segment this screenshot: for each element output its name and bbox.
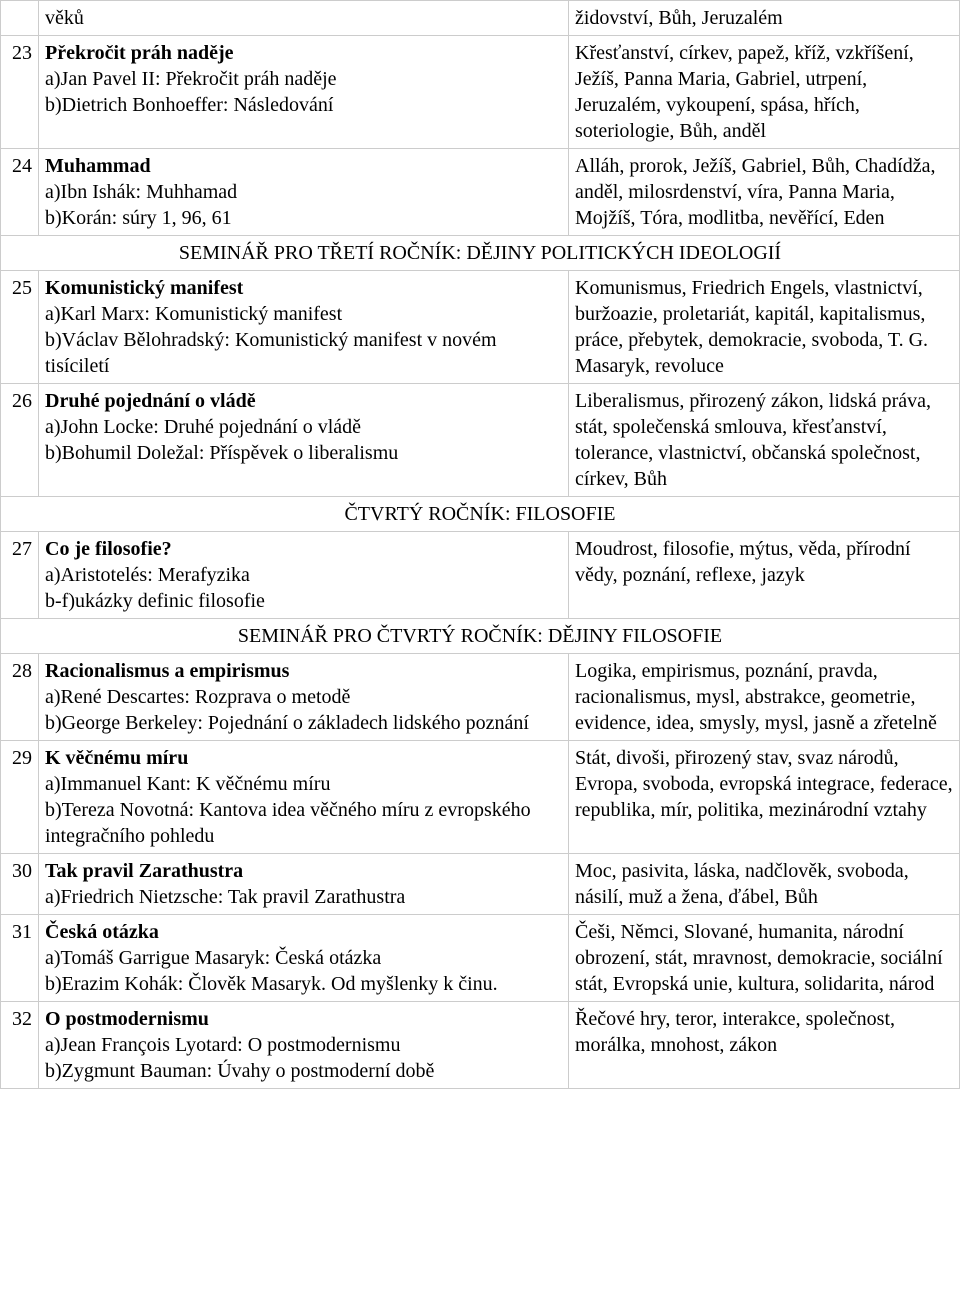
topic-subitem: a)Karl Marx: Komunistický manifest xyxy=(45,301,562,327)
topic-title: Racionalismus a empirismus xyxy=(45,658,562,684)
topic-subitem: b)Erazim Kohák: Člověk Masaryk. Od myšle… xyxy=(45,971,562,997)
topic-title: Tak pravil Zarathustra xyxy=(45,858,562,884)
row-number: 28 xyxy=(1,654,39,741)
topic-title: Česká otázka xyxy=(45,919,562,945)
row-topic: Muhammada)Ibn Ishák: Muhhamadb)Korán: sú… xyxy=(39,149,569,236)
topic-title: Muhammad xyxy=(45,153,562,179)
row-keywords: Komunismus, Friedrich Engels, vlastnictv… xyxy=(569,271,960,384)
topic-title: Co je filosofie? xyxy=(45,536,562,562)
topic-title: O postmodernismu xyxy=(45,1006,562,1032)
row-number: 26 xyxy=(1,384,39,497)
topic-subitem: a)Jan Pavel II: Překročit práh naděje xyxy=(45,66,562,92)
topic-title: Překročit práh naděje xyxy=(45,40,562,66)
row-number xyxy=(1,1,39,36)
table-row: 29K věčnému mírua)Immanuel Kant: K věčné… xyxy=(1,741,960,854)
topic-subitem: a)Jean François Lyotard: O postmodernism… xyxy=(45,1032,562,1058)
row-topic: Česká otázkaa)Tomáš Garrigue Masaryk: Če… xyxy=(39,915,569,1002)
row-topic: Překročit práh nadějea)Jan Pavel II: Pře… xyxy=(39,36,569,149)
row-keywords: židovství, Bůh, Jeruzalém xyxy=(569,1,960,36)
topic-subitem: b)Korán: súry 1, 96, 61 xyxy=(45,205,562,231)
row-topic: O postmodernismua)Jean François Lyotard:… xyxy=(39,1002,569,1089)
row-topic: Tak pravil Zarathustraa)Friedrich Nietzs… xyxy=(39,854,569,915)
row-number: 29 xyxy=(1,741,39,854)
section-header-cell: ČTVRTÝ ROČNÍK: FILOSOFIE xyxy=(1,497,960,532)
topic-subitem: a)René Descartes: Rozprava o metodě xyxy=(45,684,562,710)
table-row: 23Překročit práh nadějea)Jan Pavel II: P… xyxy=(1,36,960,149)
row-number: 24 xyxy=(1,149,39,236)
section-header-cell: SEMINÁŘ PRO TŘETÍ ROČNÍK: DĚJINY POLITIC… xyxy=(1,236,960,271)
table-row: 25Komunistický manifesta)Karl Marx: Komu… xyxy=(1,271,960,384)
row-topic: Komunistický manifesta)Karl Marx: Komuni… xyxy=(39,271,569,384)
row-keywords: Křesťanství, církev, papež, kříž, vzkříš… xyxy=(569,36,960,149)
section-header-cell: SEMINÁŘ PRO ČTVRTÝ ROČNÍK: DĚJINY FILOSO… xyxy=(1,619,960,654)
table-row: 31Česká otázkaa)Tomáš Garrigue Masaryk: … xyxy=(1,915,960,1002)
row-topic: věků xyxy=(39,1,569,36)
table-row: 30Tak pravil Zarathustraa)Friedrich Niet… xyxy=(1,854,960,915)
topic-subitem: a)Aristotelés: Merafyzika xyxy=(45,562,562,588)
table-row: 24Muhammada)Ibn Ishák: Muhhamadb)Korán: … xyxy=(1,149,960,236)
topic-subitem: b-f)ukázky definic filosofie xyxy=(45,588,562,614)
row-keywords: Moc, pasivita, láska, nadčlověk, svoboda… xyxy=(569,854,960,915)
table-row: 32O postmodernismua)Jean François Lyotar… xyxy=(1,1002,960,1089)
curriculum-table: věkůžidovství, Bůh, Jeruzalém23Překročit… xyxy=(0,0,960,1089)
topic-subitem: věků xyxy=(45,5,562,31)
topic-title: K věčnému míru xyxy=(45,745,562,771)
table-row: 28Racionalismus a empirismusa)René Desca… xyxy=(1,654,960,741)
row-keywords: Stát, divoši, přirozený stav, svaz národ… xyxy=(569,741,960,854)
topic-subitem: a)John Locke: Druhé pojednání o vládě xyxy=(45,414,562,440)
row-keywords: Řečové hry, teror, interakce, společnost… xyxy=(569,1002,960,1089)
row-number: 27 xyxy=(1,532,39,619)
topic-subitem: a)Immanuel Kant: K věčnému míru xyxy=(45,771,562,797)
row-topic: Druhé pojednání o vláděa)John Locke: Dru… xyxy=(39,384,569,497)
row-keywords: Logika, empirismus, poznání, pravda, rac… xyxy=(569,654,960,741)
table-row: 26Druhé pojednání o vláděa)John Locke: D… xyxy=(1,384,960,497)
row-topic: Co je filosofie?a)Aristotelés: Merafyzik… xyxy=(39,532,569,619)
topic-subitem: b)Bohumil Doležal: Příspěvek o liberalis… xyxy=(45,440,562,466)
row-keywords: Liberalismus, přirozený zákon, lidská pr… xyxy=(569,384,960,497)
row-number: 30 xyxy=(1,854,39,915)
row-keywords: Moudrost, filosofie, mýtus, věda, přírod… xyxy=(569,532,960,619)
table-row: 27Co je filosofie?a)Aristotelés: Merafyz… xyxy=(1,532,960,619)
row-number: 32 xyxy=(1,1002,39,1089)
topic-subitem: b)Zygmunt Bauman: Úvahy o postmoderní do… xyxy=(45,1058,562,1084)
topic-subitem: b)George Berkeley: Pojednání o základech… xyxy=(45,710,562,736)
section-header-row: ČTVRTÝ ROČNÍK: FILOSOFIE xyxy=(1,497,960,532)
table-row: věků židovství, Bůh, Jeruzalém xyxy=(1,1,960,36)
topic-subitem: a)Tomáš Garrigue Masaryk: Česká otázka xyxy=(45,945,562,971)
row-number: 25 xyxy=(1,271,39,384)
topic-title: Druhé pojednání o vládě xyxy=(45,388,562,414)
topic-subitem: b)Václav Bělohradský: Komunistický manif… xyxy=(45,327,562,379)
row-number: 31 xyxy=(1,915,39,1002)
topic-subitem: a)Ibn Ishák: Muhhamad xyxy=(45,179,562,205)
section-header-row: SEMINÁŘ PRO ČTVRTÝ ROČNÍK: DĚJINY FILOSO… xyxy=(1,619,960,654)
topic-subitem: a)Friedrich Nietzsche: Tak pravil Zarath… xyxy=(45,884,562,910)
topic-subitem: b)Dietrich Bonhoeffer: Následování xyxy=(45,92,562,118)
row-keywords: Češi, Němci, Slované, humanita, národní … xyxy=(569,915,960,1002)
row-topic: Racionalismus a empirismusa)René Descart… xyxy=(39,654,569,741)
row-keywords: Alláh, prorok, Ježíš, Gabriel, Bůh, Chad… xyxy=(569,149,960,236)
topic-title: Komunistický manifest xyxy=(45,275,562,301)
topic-subitem: b)Tereza Novotná: Kantova idea věčného m… xyxy=(45,797,562,849)
section-header-row: SEMINÁŘ PRO TŘETÍ ROČNÍK: DĚJINY POLITIC… xyxy=(1,236,960,271)
row-number: 23 xyxy=(1,36,39,149)
row-topic: K věčnému mírua)Immanuel Kant: K věčnému… xyxy=(39,741,569,854)
